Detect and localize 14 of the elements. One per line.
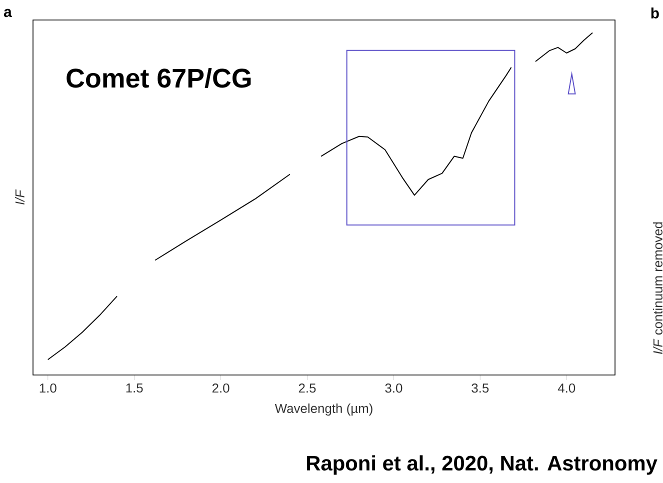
x-axis-title: Wavelength (µm) — [274, 404, 372, 416]
x-tick-label: 3.0 — [385, 384, 402, 393]
text: I/F continuum removed — [652, 222, 662, 354]
x-tick-label: 3.5 — [472, 384, 489, 393]
x-tick-label: 1.0 — [40, 384, 56, 393]
x-tick-label: 2.0 — [212, 384, 230, 393]
y-axis-title: I/F — [14, 189, 24, 205]
text: b — [651, 8, 659, 18]
text: a — [4, 8, 12, 18]
x-tick-label: 1.5 — [126, 384, 143, 393]
x-tick-label: 4.0 — [558, 384, 576, 393]
x-tick-label: 2.5 — [298, 384, 316, 393]
annotation: Comet 67P/CG — [66, 68, 251, 88]
text: Raponi et al., 2020, Nat. Astronomy — [307, 455, 658, 475]
